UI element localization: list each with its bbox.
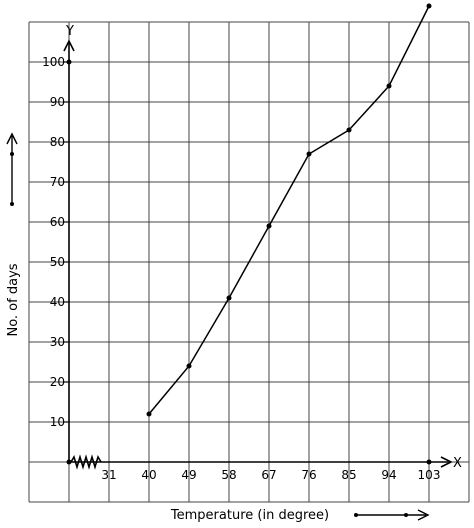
y-tick-label: 30: [50, 335, 65, 349]
series-line: [148, 5, 430, 415]
data-point: [186, 363, 192, 369]
y-tick-label: 60: [50, 215, 65, 229]
y-tick-label: 50: [50, 255, 65, 269]
x-direction-arrow-icon: [417, 509, 430, 521]
x-tick-label: 31: [101, 468, 116, 482]
y-tick-label: 90: [50, 95, 65, 109]
x-tick-label: 94: [381, 468, 396, 482]
x-tick-label: 85: [341, 468, 356, 482]
data-point: [346, 127, 352, 133]
x-tick-label: 49: [181, 468, 196, 482]
x-axis-letter: X: [453, 456, 462, 471]
y-tick-label: 100: [42, 55, 65, 69]
x-tick-label: 58: [221, 468, 236, 482]
y-axis-title: No. of days: [6, 263, 21, 336]
y-direction-dot-top: [10, 152, 14, 156]
y-tick-label: 80: [50, 135, 65, 149]
x-axis-title: Temperature (in degree): [170, 508, 329, 523]
origin-point: [66, 459, 72, 465]
y-tick-label: 70: [50, 175, 65, 189]
y-axis-arrow-icon: [63, 39, 75, 52]
x-axis-title-group: Temperature (in degree): [170, 508, 430, 523]
y-tick-label: 20: [50, 375, 65, 389]
y-axis-title-group: No. of days: [6, 132, 21, 337]
y-tick-label: 40: [50, 295, 65, 309]
x-tick-label: 103: [418, 468, 441, 482]
y-direction-arrow-icon: [6, 132, 18, 145]
ticks: 31 40 49 58 67 76 85 94 103 10 20 30 40 50 60 70 80 90 100: [42, 55, 440, 482]
y-tick-label: 10: [50, 415, 65, 429]
axes: Y X: [63, 24, 462, 471]
x-direction-dot-left: [354, 513, 358, 517]
data-point: [426, 3, 432, 9]
series: [146, 3, 432, 417]
x-tick-label: 67: [261, 468, 276, 482]
data-point: [146, 411, 152, 417]
grid: [28, 21, 470, 503]
y-direction-dot-bottom: [10, 202, 14, 206]
data-point: [306, 151, 312, 157]
x-axis-end-point: [426, 459, 432, 465]
data-point: [266, 223, 272, 229]
data-point: [386, 83, 392, 89]
x-direction-dot-right: [404, 513, 408, 517]
data-point: [226, 295, 232, 301]
x-tick-label: 40: [141, 468, 156, 482]
x-tick-label: 76: [301, 468, 316, 482]
y-axis-letter: Y: [65, 24, 74, 39]
axis-break-zigzag-icon: [70, 454, 102, 470]
x-axis-arrow-icon: [440, 456, 453, 468]
